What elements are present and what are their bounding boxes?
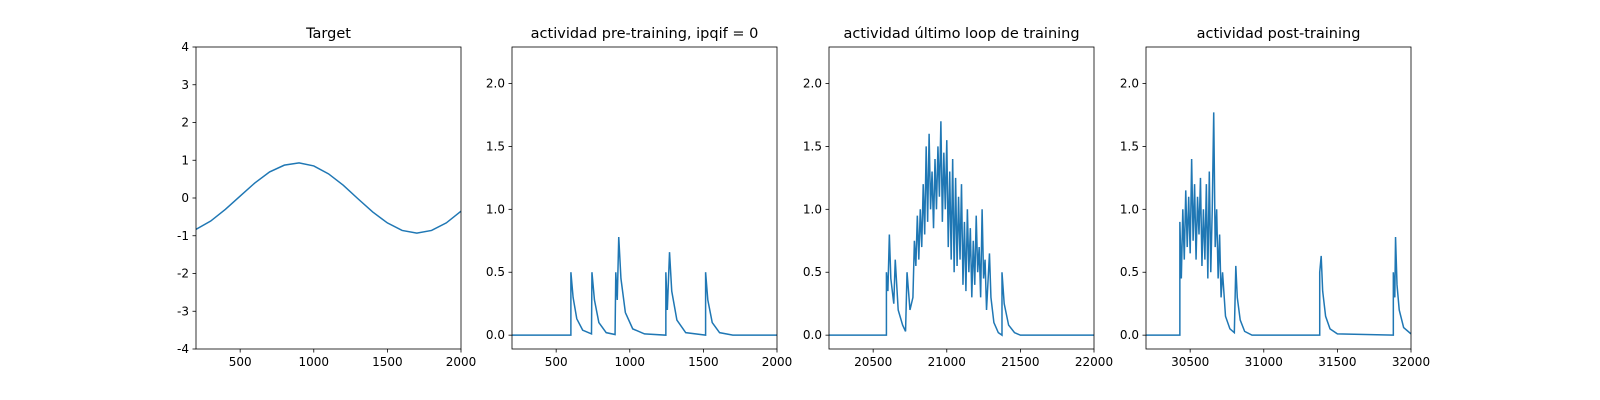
x-tick-label: 1500 <box>372 355 403 369</box>
y-tick-label: 0.5 <box>803 265 822 279</box>
x-tick-label: 21500 <box>1001 355 1039 369</box>
data-line <box>196 162 461 234</box>
axes-frame <box>1145 46 1412 350</box>
y-tick-label: 0.5 <box>1120 265 1139 279</box>
y-tick-label: 1.0 <box>803 202 822 216</box>
chart-title: actividad último loop de training <box>843 26 1079 42</box>
x-tick-label: 22000 <box>1075 355 1113 369</box>
x-tick-label: 21000 <box>928 355 966 369</box>
y-tick-label: 2 <box>181 116 189 130</box>
x-tick-label: 1000 <box>615 355 646 369</box>
x-tick-label: 1000 <box>299 355 330 369</box>
y-tick-label: 1 <box>181 153 189 167</box>
y-tick-label: 1.5 <box>803 139 822 153</box>
y-tick-label: 0.5 <box>486 265 505 279</box>
y-tick-label: -3 <box>177 304 189 318</box>
y-tick-label: 1.5 <box>486 139 505 153</box>
x-tick-label: 32000 <box>1392 355 1430 369</box>
chart-title: actividad pre-training, ipqif = 0 <box>531 26 759 42</box>
y-tick-label: 0.0 <box>1120 328 1139 342</box>
axes-frame <box>828 46 1095 350</box>
x-tick-label: 500 <box>545 355 568 369</box>
chart-title: actividad post-training <box>1197 26 1361 42</box>
x-tick-label: 1500 <box>688 355 719 369</box>
axes-frame <box>195 46 462 350</box>
x-tick-label: 31500 <box>1318 355 1356 369</box>
y-tick-label: 1.0 <box>486 202 505 216</box>
x-tick-label: 500 <box>229 355 252 369</box>
x-tick-label: 30500 <box>1171 355 1209 369</box>
y-tick-label: 1.0 <box>1120 202 1139 216</box>
axes-frame <box>511 46 778 350</box>
y-tick-label: -4 <box>177 342 189 356</box>
y-tick-label: 4 <box>181 40 189 54</box>
x-tick-label: 2000 <box>762 355 793 369</box>
y-tick-label: 3 <box>181 78 189 92</box>
y-tick-label: 0.0 <box>803 328 822 342</box>
y-tick-label: 0.0 <box>486 328 505 342</box>
y-tick-label: 1.5 <box>1120 139 1139 153</box>
y-tick-label: 0 <box>181 191 189 205</box>
data-line <box>512 236 777 337</box>
x-tick-label: 20500 <box>854 355 892 369</box>
x-tick-label: 2000 <box>446 355 477 369</box>
data-line <box>829 121 1094 337</box>
y-tick-label: -2 <box>177 267 189 281</box>
y-tick-label: 2.0 <box>803 76 822 90</box>
chart-title: Target <box>305 26 351 42</box>
y-tick-label: 2.0 <box>1120 76 1139 90</box>
y-tick-label: 2.0 <box>486 76 505 90</box>
data-line <box>1146 112 1411 336</box>
y-tick-label: -1 <box>177 229 189 243</box>
x-tick-label: 31000 <box>1245 355 1283 369</box>
